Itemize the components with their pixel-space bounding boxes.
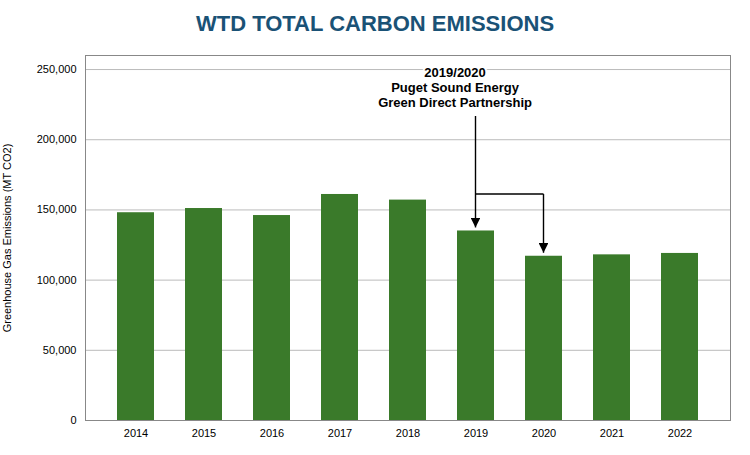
svg-text:2017: 2017 [328, 427, 352, 439]
svg-text:2019/2020Puget Sound EnergyGre: 2019/2020Puget Sound EnergyGreen Direct … [378, 65, 532, 110]
svg-text:0: 0 [70, 414, 76, 426]
svg-text:2018: 2018 [396, 427, 420, 439]
svg-text:100,000: 100,000 [37, 274, 77, 286]
html-text:WTD TOTAL CARBON EMISSIONS: WTD TOTAL CARBON EMISSIONS [195, 11, 555, 36]
svg-text:2014: 2014 [124, 427, 148, 439]
svg-text:2020: 2020 [532, 427, 556, 439]
svg-text:2021: 2021 [600, 427, 624, 439]
svg-text:2022: 2022 [668, 427, 692, 439]
svg-text:Greenhouse Gas Emissions (MT C: Greenhouse Gas Emissions (MT CO2) [1, 144, 13, 333]
svg-text:2019: 2019 [464, 427, 488, 439]
svg-text:150,000: 150,000 [37, 203, 77, 215]
svg-text:250,000: 250,000 [37, 63, 77, 75]
svg-text:200,000: 200,000 [37, 133, 77, 145]
svg-text:2016: 2016 [260, 427, 284, 439]
svg-text:50,000: 50,000 [43, 344, 77, 356]
svg-text:2015: 2015 [192, 427, 216, 439]
